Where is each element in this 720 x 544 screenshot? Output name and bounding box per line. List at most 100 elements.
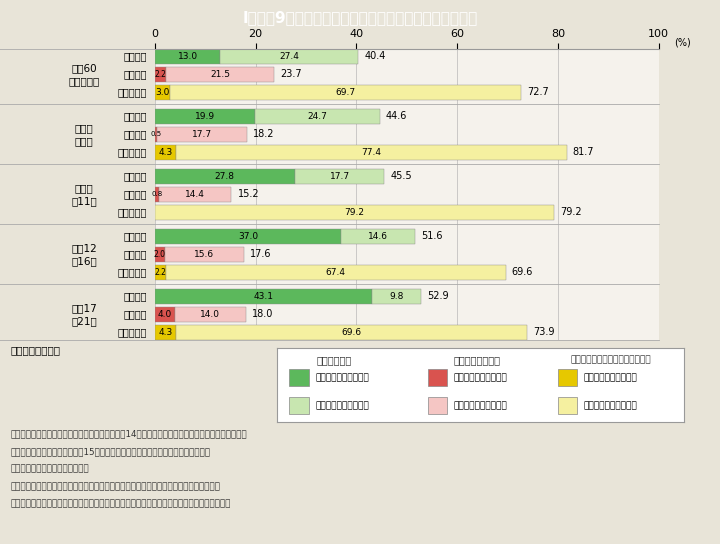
FancyBboxPatch shape (558, 397, 577, 415)
Text: 4.3: 4.3 (158, 148, 173, 157)
Bar (159, 187, 231, 202)
FancyBboxPatch shape (289, 369, 309, 386)
Text: (%): (%) (674, 38, 690, 47)
Bar (166, 265, 505, 280)
Text: 就業継続（育休利用）: 就業継続（育休利用） (454, 373, 507, 382)
Text: 15.2: 15.2 (238, 189, 259, 200)
Bar (295, 169, 384, 184)
Text: 44.6: 44.6 (386, 112, 407, 121)
Text: 平成２
〜６年: 平成２ 〜６年 (75, 123, 94, 146)
Text: 18.0: 18.0 (251, 310, 273, 319)
Text: 23.7: 23.7 (280, 70, 302, 79)
Text: パート等: パート等 (124, 310, 148, 319)
Text: 就業継続（育休利用）: 就業継続（育休利用） (583, 373, 637, 382)
Bar (155, 67, 166, 82)
Text: 就業継続（育休利用）: 就業継続（育休利用） (315, 373, 369, 382)
Text: 9.8: 9.8 (390, 292, 404, 301)
Text: パート等: パート等 (124, 250, 148, 259)
Text: 24.7: 24.7 (307, 112, 328, 121)
Text: 0.5: 0.5 (150, 132, 161, 138)
Text: 4.0: 4.0 (158, 310, 172, 319)
Text: 27.4: 27.4 (279, 52, 300, 61)
Bar (166, 67, 274, 82)
Text: 3.0: 3.0 (156, 88, 169, 97)
Bar (155, 229, 341, 244)
Text: 81.7: 81.7 (572, 147, 594, 157)
Text: 〈パート・派遣〉: 〈パート・派遣〉 (453, 356, 500, 366)
Text: 平成７
〜11年: 平成７ 〜11年 (71, 183, 97, 206)
Text: パート等: パート等 (124, 189, 148, 200)
FancyBboxPatch shape (428, 397, 447, 415)
Text: パート等: パート等 (124, 129, 148, 139)
Bar (155, 109, 255, 124)
Text: 昭和60
〜平成元年: 昭和60 〜平成元年 (68, 63, 100, 86)
FancyBboxPatch shape (428, 369, 447, 386)
Bar (155, 187, 159, 202)
Text: 21.5: 21.5 (210, 70, 230, 79)
Text: 17.6: 17.6 (250, 250, 271, 259)
Text: 4.3: 4.3 (158, 328, 173, 337)
Text: 73.9: 73.9 (534, 327, 555, 337)
Bar (155, 307, 175, 322)
Text: 79.2: 79.2 (560, 207, 582, 218)
Text: 69.7: 69.7 (336, 88, 356, 97)
Text: ２．第１子が１歳以上15歳未満の子を持つ初婚どうし夫婦について集計。: ２．第１子が１歳以上15歳未満の子を持つ初婚どうし夫婦について集計。 (11, 447, 211, 456)
Text: 69.6: 69.6 (342, 328, 362, 337)
Bar (155, 247, 165, 262)
Text: 40.4: 40.4 (364, 52, 386, 61)
Text: 37.0: 37.0 (238, 232, 258, 241)
Text: 〈正規職員〉: 〈正規職員〉 (317, 356, 352, 366)
Text: 正規職員: 正規職員 (124, 232, 148, 242)
Text: 43.1: 43.1 (253, 292, 274, 301)
Text: 14.0: 14.0 (200, 310, 220, 319)
Text: 67.4: 67.4 (325, 268, 346, 277)
Text: 0.8: 0.8 (151, 191, 163, 197)
Bar (155, 169, 295, 184)
FancyBboxPatch shape (558, 369, 577, 386)
Text: 77.4: 77.4 (361, 148, 382, 157)
Text: 就業継続（育休なし）: 就業継続（育休なし） (454, 401, 507, 410)
Text: 51.6: 51.6 (421, 232, 442, 242)
Text: 14.4: 14.4 (185, 190, 205, 199)
Text: 19.9: 19.9 (195, 112, 215, 121)
Bar (255, 109, 379, 124)
Bar (155, 289, 372, 304)
Text: 平成12
〜16年: 平成12 〜16年 (71, 243, 97, 266)
Text: 79.2: 79.2 (344, 208, 364, 217)
Bar (175, 307, 246, 322)
Text: 72.7: 72.7 (527, 88, 549, 97)
Text: ３．出産前後の就業経歴: ３．出産前後の就業経歴 (11, 465, 89, 474)
Text: 自営業主等: 自営業主等 (118, 327, 148, 337)
FancyBboxPatch shape (289, 397, 309, 415)
Text: 自営業主等: 自営業主等 (118, 207, 148, 218)
Text: 2.2: 2.2 (154, 268, 166, 277)
Bar (155, 145, 176, 160)
Text: 17.7: 17.7 (330, 172, 350, 181)
Text: （第１子出生年）: （第１子出生年） (11, 345, 60, 355)
Text: I－特－9図　出産前有職者の就業形態別妻の就業継続率: I－特－9図 出産前有職者の就業形態別妻の就業継続率 (243, 10, 477, 25)
Text: 14.6: 14.6 (368, 232, 388, 241)
Bar (176, 325, 527, 340)
Bar (155, 205, 554, 220)
Text: パート等: パート等 (124, 70, 148, 79)
Text: 52.9: 52.9 (428, 292, 449, 301)
Text: 就業継続（育休利用）－妊娠判明時就業〜育児休業取得〜子ども１歳時就業: 就業継続（育休利用）－妊娠判明時就業〜育児休業取得〜子ども１歳時就業 (11, 482, 221, 491)
Text: 就業継続（育休なし）: 就業継続（育休なし） (583, 401, 637, 410)
Bar (341, 229, 415, 244)
Text: 自営業主等: 自営業主等 (118, 268, 148, 277)
Bar (155, 85, 170, 100)
Text: 自営業主等: 自営業主等 (118, 88, 148, 97)
Text: 平成17
〜21年: 平成17 〜21年 (71, 303, 97, 326)
Text: 正規職員: 正規職員 (124, 292, 148, 301)
Text: 69.6: 69.6 (512, 268, 533, 277)
Bar (155, 127, 158, 142)
Text: 18.2: 18.2 (253, 129, 274, 139)
Bar (155, 49, 220, 64)
Text: 自営業主等: 自営業主等 (118, 147, 148, 157)
Text: 13.0: 13.0 (178, 52, 197, 61)
Bar (155, 325, 176, 340)
Text: 15.6: 15.6 (194, 250, 215, 259)
Bar (372, 289, 421, 304)
Text: 就業継続（育休なし）: 就業継続（育休なし） (315, 401, 369, 410)
Text: 45.5: 45.5 (390, 171, 412, 182)
